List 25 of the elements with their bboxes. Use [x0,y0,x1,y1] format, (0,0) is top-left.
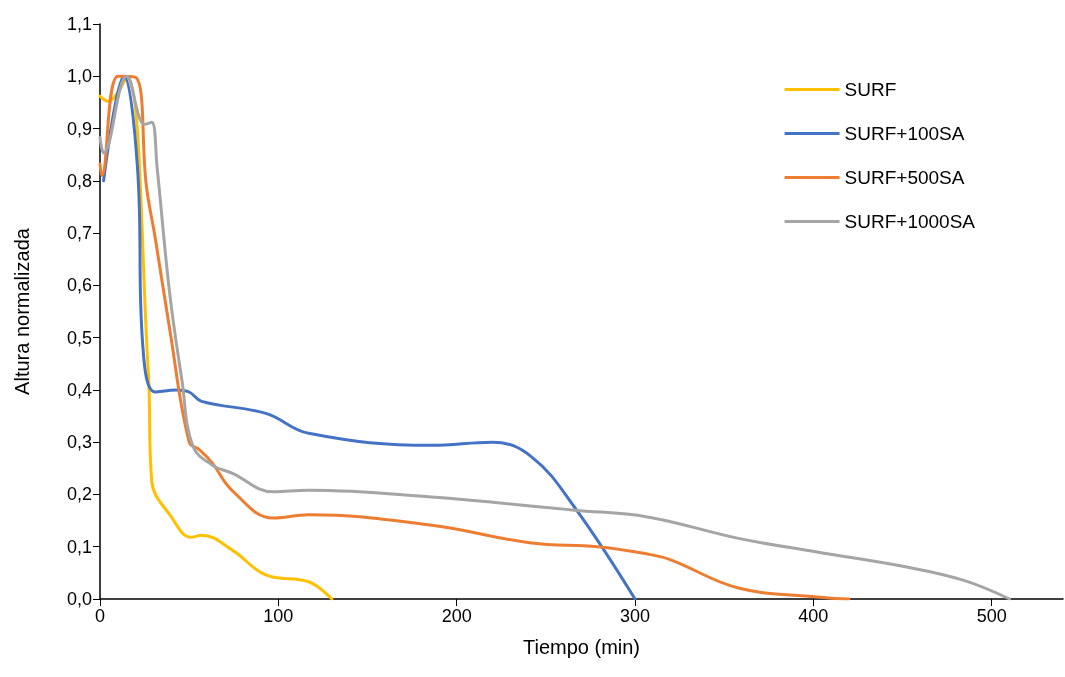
y-axis-title: Altura normalizada [11,227,33,395]
legend-label: SURF+500SA [844,167,965,188]
y-tick-label: 0,6 [66,275,92,296]
x-tick-label: 200 [441,606,472,626]
y-tick-label: 1,1 [66,14,92,34]
y-tick-label: 0,3 [66,432,92,453]
x-tick-label: 100 [263,606,294,626]
y-tick-label: 0,4 [66,379,92,400]
y-tick-label: 0,7 [66,223,92,244]
x-tick-label: 300 [619,606,651,626]
x-tick-label: 0 [94,606,106,626]
x-tick-label: 500 [976,606,1007,626]
y-tick-label: 0,1 [66,536,92,557]
x-tick-label: 400 [798,606,829,626]
y-tick-label: 0,8 [66,170,92,191]
y-tick-label: 0,2 [66,484,92,505]
legend-label: SURF [844,79,897,100]
legend-label: SURF+1000SA [844,211,976,232]
x-axis-title: Tiempo (min) [522,636,641,658]
y-tick-label: 0,5 [66,327,92,348]
line-series [98,74,1011,601]
legend-label: SURF+100SA [844,123,965,144]
y-tick-label: 0,9 [66,118,92,139]
y-tick-label: 0,0 [66,589,92,609]
y-tick-label: 1,0 [66,66,92,87]
